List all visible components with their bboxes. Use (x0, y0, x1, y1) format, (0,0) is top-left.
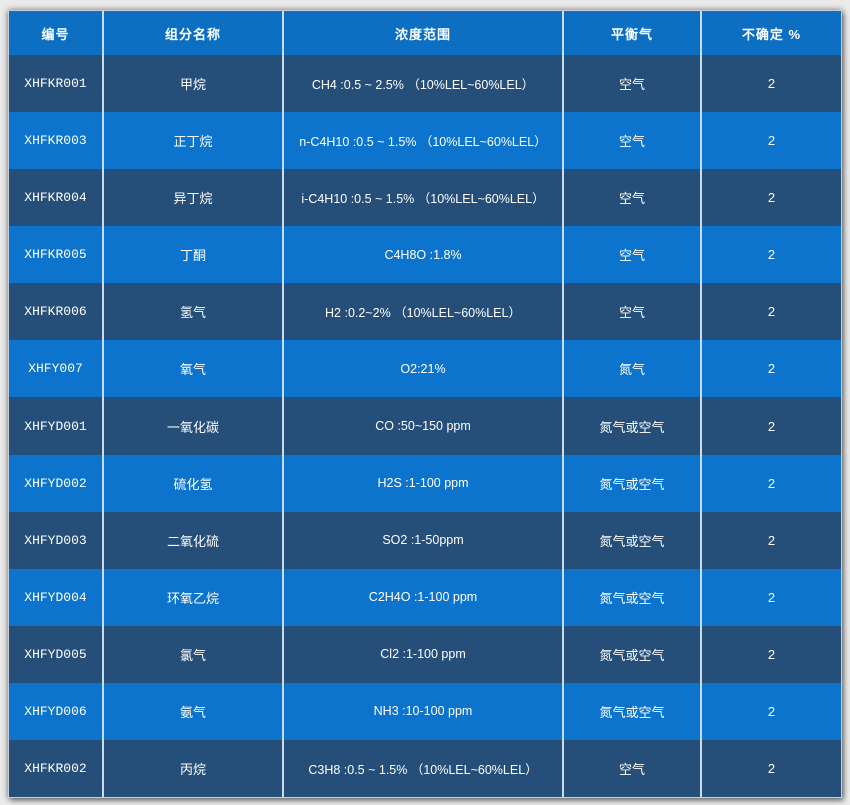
cell-range: NH3 :10-100 ppm (284, 682, 564, 740)
cell-uncertainty: 2 (767, 361, 776, 377)
table-row: XHFY007 氧气 O2:21% 氮气 2 (9, 340, 841, 398)
table-row: XHFYD004 环氧乙烷 C2H4O :1-100 ppm 氮气或空气 2 (9, 568, 841, 626)
cell-name: 环氧乙烷 (104, 568, 284, 626)
cell-name: 氧气 (104, 340, 284, 398)
cell-uncertainty: 2 (767, 304, 776, 320)
cell-name: 正丁烷 (104, 112, 284, 170)
table-row: XHFKR006 氢气 H2 :0.2~2% （10%LEL~60%LEL） 空… (9, 283, 841, 341)
cell-uncertainty: 2 (767, 418, 776, 434)
cell-balance: 空气 (564, 169, 702, 227)
column-header-uncertainty: 不确定 % (741, 26, 802, 42)
cell-uncertainty: 2 (767, 703, 776, 719)
cell-balance: 氮气或空气 (564, 454, 702, 512)
column-header-balance: 平衡气 (564, 11, 702, 55)
column-header-range: 浓度范围 (284, 11, 564, 55)
cell-id: XHFKR001 (9, 55, 104, 113)
cell-name: 硫化氢 (104, 454, 284, 512)
cell-name: 丙烷 (104, 739, 284, 798)
cell-uncertainty: 2 (767, 532, 776, 548)
cell-id: XHFYD001 (9, 397, 104, 455)
cell-range: Cl2 :1-100 ppm (284, 625, 564, 683)
cell-id: XHFY007 (9, 340, 104, 398)
cell-id: XHFKR004 (9, 169, 104, 227)
cell-range: CO :50~150 ppm (284, 397, 564, 455)
cell-range: C3H8 :0.5 ~ 1.5% （10%LEL~60%LEL） (284, 739, 564, 798)
cell-uncertainty: 2 (767, 760, 776, 776)
table-row: XHFKR004 异丁烷 i-C4H10 :0.5 ~ 1.5% （10%LEL… (9, 169, 841, 227)
table-body: XHFKR001 甲烷 CH4 :0.5 ~ 2.5% （10%LEL~60%L… (9, 55, 841, 798)
cell-range: i-C4H10 :0.5 ~ 1.5% （10%LEL~60%LEL） (284, 169, 564, 227)
cell-balance: 氮气 (564, 340, 702, 398)
cell-range: SO2 :1-50ppm (284, 511, 564, 569)
cell-uncertainty: 2 (767, 190, 776, 206)
cell-uncertainty: 2 (767, 589, 776, 605)
cell-id: XHFYD002 (9, 454, 104, 512)
gas-spec-table: 编号 组分名称 浓度范围 平衡气 不确定 % XHFKR001 甲烷 CH4 :0.5 … (8, 10, 842, 798)
table-row: XHFKR005 丁酮 C4H8O :1.8% 空气 2 (9, 226, 841, 284)
table-row: XHFKR001 甲烷 CH4 :0.5 ~ 2.5% （10%LEL~60%L… (9, 55, 841, 113)
cell-balance: 氮气或空气 (564, 397, 702, 455)
cell-name: 氯气 (104, 625, 284, 683)
cell-name: 氨气 (104, 682, 284, 740)
cell-balance: 氮气或空气 (564, 511, 702, 569)
cell-name: 异丁烷 (104, 169, 284, 227)
column-header-id: 编号 (9, 11, 104, 55)
cell-balance: 氮气或空气 (564, 682, 702, 740)
table-header-row: 编号 组分名称 浓度范围 平衡气 不确定 % (9, 11, 841, 55)
cell-id: XHFYD006 (9, 682, 104, 740)
cell-id: XHFKR005 (9, 226, 104, 284)
cell-range: H2S :1-100 ppm (284, 454, 564, 512)
cell-range: O2:21% (284, 340, 564, 398)
column-header-name: 组分名称 (104, 11, 284, 55)
cell-balance: 空气 (564, 226, 702, 284)
cell-uncertainty: 2 (767, 247, 776, 263)
cell-id: XHFYD003 (9, 511, 104, 569)
cell-range: n-C4H10 :0.5 ~ 1.5% （10%LEL~60%LEL） (284, 112, 564, 170)
cell-id: XHFKR003 (9, 112, 104, 170)
cell-name: 氢气 (104, 283, 284, 341)
table-row: XHFKR002 丙烷 C3H8 :0.5 ~ 1.5% （10%LEL~60%… (9, 739, 841, 798)
table-row: XHFYD005 氯气 Cl2 :1-100 ppm 氮气或空气 2 (9, 625, 841, 683)
cell-range: C4H8O :1.8% (284, 226, 564, 284)
cell-range: C2H4O :1-100 ppm (284, 568, 564, 626)
cell-balance: 空气 (564, 112, 702, 170)
cell-id: XHFKR002 (9, 739, 104, 798)
cell-balance: 氮气或空气 (564, 568, 702, 626)
cell-name: 丁酮 (104, 226, 284, 284)
cell-balance: 空气 (564, 55, 702, 113)
table-row: XHFYD001 一氧化碳 CO :50~150 ppm 氮气或空气 2 (9, 397, 841, 455)
table-row: XHFKR003 正丁烷 n-C4H10 :0.5 ~ 1.5% （10%LEL… (9, 112, 841, 170)
cell-name: 一氧化碳 (104, 397, 284, 455)
cell-id: XHFYD005 (9, 625, 104, 683)
cell-balance: 氮气或空气 (564, 625, 702, 683)
cell-balance: 空气 (564, 283, 702, 341)
cell-id: XHFYD004 (9, 568, 104, 626)
table-row: XHFYD006 氨气 NH3 :10-100 ppm 氮气或空气 2 (9, 682, 841, 740)
cell-name: 二氧化硫 (104, 511, 284, 569)
table-row: XHFYD003 二氧化硫 SO2 :1-50ppm 氮气或空气 2 (9, 511, 841, 569)
cell-uncertainty: 2 (767, 76, 776, 92)
cell-balance: 空气 (564, 739, 702, 798)
cell-uncertainty: 2 (767, 475, 776, 491)
cell-range: CH4 :0.5 ~ 2.5% （10%LEL~60%LEL） (284, 55, 564, 113)
cell-uncertainty: 2 (767, 646, 776, 662)
table-row: XHFYD002 硫化氢 H2S :1-100 ppm 氮气或空气 2 (9, 454, 841, 512)
cell-uncertainty: 2 (767, 133, 776, 149)
cell-name: 甲烷 (104, 55, 284, 113)
cell-range: H2 :0.2~2% （10%LEL~60%LEL） (284, 283, 564, 341)
cell-id: XHFKR006 (9, 283, 104, 341)
